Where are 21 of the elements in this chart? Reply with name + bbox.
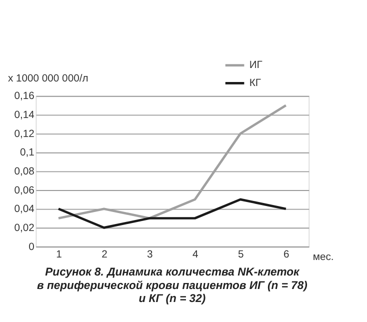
y-tick-label: 0,12 [14,128,35,140]
y-tick-label: 0,04 [14,204,35,216]
x-tick-label: 2 [102,249,108,260]
x-tick-label: 5 [238,249,244,260]
y-tick-label: 0 [28,242,35,253]
line-series [57,198,288,229]
legend-label: КГ [249,78,262,90]
x-tick-label: 6 [284,249,290,260]
y-tick-label: 0,14 [14,110,35,122]
x-tick-label: 3 [147,249,154,260]
legend-label: ИГ [249,60,263,72]
x-tick-label: 4 [192,249,199,260]
x-tick-label: 1 [56,249,62,260]
text: Рисунок 8. Динамика количества NK-клеток в периферической крови пациентов ИГ (n = 78) и КГ (n = 32) [37,266,308,306]
y-tick-label: 0,16 [14,91,35,102]
y-tick-label: 0,02 [14,222,35,234]
y-tick-label: 0,08 [14,166,35,178]
y-tick-label: 0,1 [20,148,35,159]
x-axis-title: мес. [312,252,334,264]
y-tick-label: 0,06 [14,185,35,196]
y-axis-title: x 1000 000 000/л [8,73,88,84]
